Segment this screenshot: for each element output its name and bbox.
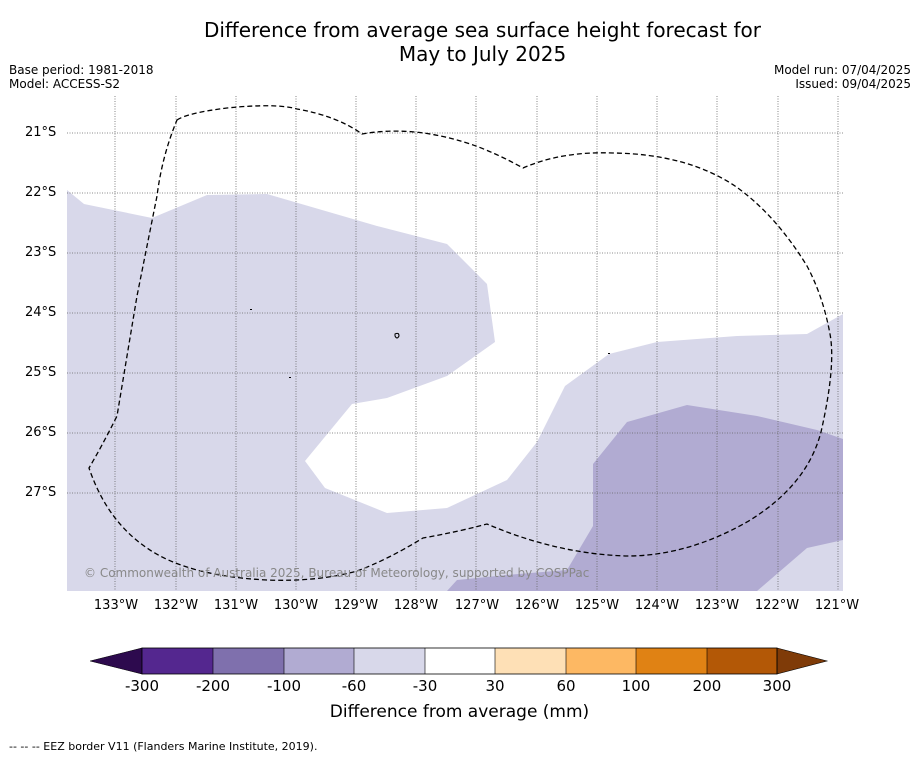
colorbar-segment [707, 648, 777, 674]
anomaly-region-mid [447, 405, 843, 591]
lon-label: 131°W [213, 598, 259, 613]
lon-label: 133°W [93, 598, 139, 613]
colorbar-segment [284, 648, 354, 674]
island-mark [250, 309, 252, 310]
colorbar-tick: 60 [556, 677, 576, 695]
lat-label: 23°S [25, 245, 57, 260]
lon-label: 129°W [333, 598, 379, 613]
lat-label: 24°S [25, 305, 57, 320]
colorbar-dividers [212, 648, 708, 674]
lon-label: 121°W [814, 598, 860, 613]
colorbar-tick: -300 [124, 677, 160, 695]
island-mark [394, 332, 400, 339]
colorbar [90, 647, 829, 675]
lon-label: 124°W [634, 598, 680, 613]
lat-label: 27°S [25, 485, 57, 500]
colorbar-segment [495, 648, 566, 674]
lon-label: 128°W [393, 598, 439, 613]
map-panel [67, 96, 843, 591]
gridlines [67, 96, 843, 591]
model-name: Model: ACCESS-S2 [9, 77, 121, 91]
issued-date: Issued: 09/04/2025 [795, 77, 911, 91]
colorbar-tick: 30 [485, 677, 505, 695]
lat-label: 21°S [25, 125, 57, 140]
island-mark [289, 377, 291, 378]
colorbar-segment [90, 647, 143, 675]
footnote: -- -- -- EEZ border V11 (Flanders Marine… [9, 740, 318, 753]
base-period: Base period: 1981-2018 [9, 63, 154, 77]
lat-label: 25°S [25, 365, 57, 380]
colorbar-tick: 300 [762, 677, 792, 695]
lon-label: 132°W [153, 598, 199, 613]
meta-right: Model run: 07/04/2025 Issued: 09/04/2025 [774, 63, 911, 91]
colorbar-tick: -100 [266, 677, 302, 695]
colorbar-segment [425, 648, 495, 674]
colorbar-tick: -200 [195, 677, 231, 695]
colorbar-segment [354, 648, 425, 674]
colorbar-segment [213, 648, 284, 674]
lat-label: 22°S [25, 185, 57, 200]
lon-label: 130°W [273, 598, 319, 613]
model-run: Model run: 07/04/2025 [773, 63, 911, 77]
colorbar-segment [566, 648, 636, 674]
lon-label: 126°W [514, 598, 560, 613]
map-svg [67, 96, 843, 591]
colorbar-title: Difference from average (mm) [329, 702, 590, 722]
colorbar-segment [142, 648, 213, 674]
title-line-1: Difference from average sea surface heig… [203, 18, 762, 42]
lat-label: 26°S [25, 425, 57, 440]
colorbar-frame [141, 647, 778, 675]
colorbar-tick: 200 [692, 677, 722, 695]
colorbar-tick: -60 [341, 677, 367, 695]
colorbar-tick: 100 [621, 677, 651, 695]
colorbar-segment [776, 647, 829, 675]
lon-label: 125°W [574, 598, 620, 613]
eez-border [88, 105, 833, 581]
colorbar-tick: -30 [412, 677, 438, 695]
lon-label: 123°W [694, 598, 740, 613]
copyright-notice: © Commonwealth of Australia 2025, Bureau… [84, 566, 590, 580]
lon-label: 127°W [454, 598, 500, 613]
title-line-2: May to July 2025 [398, 42, 567, 66]
island-mark [608, 353, 610, 354]
chart-title: Difference from average sea surface heig… [0, 18, 919, 66]
meta-left: Base period: 1981-2018 Model: ACCESS-S2 [9, 63, 154, 91]
lon-label: 122°W [754, 598, 800, 613]
colorbar-segment [636, 648, 707, 674]
